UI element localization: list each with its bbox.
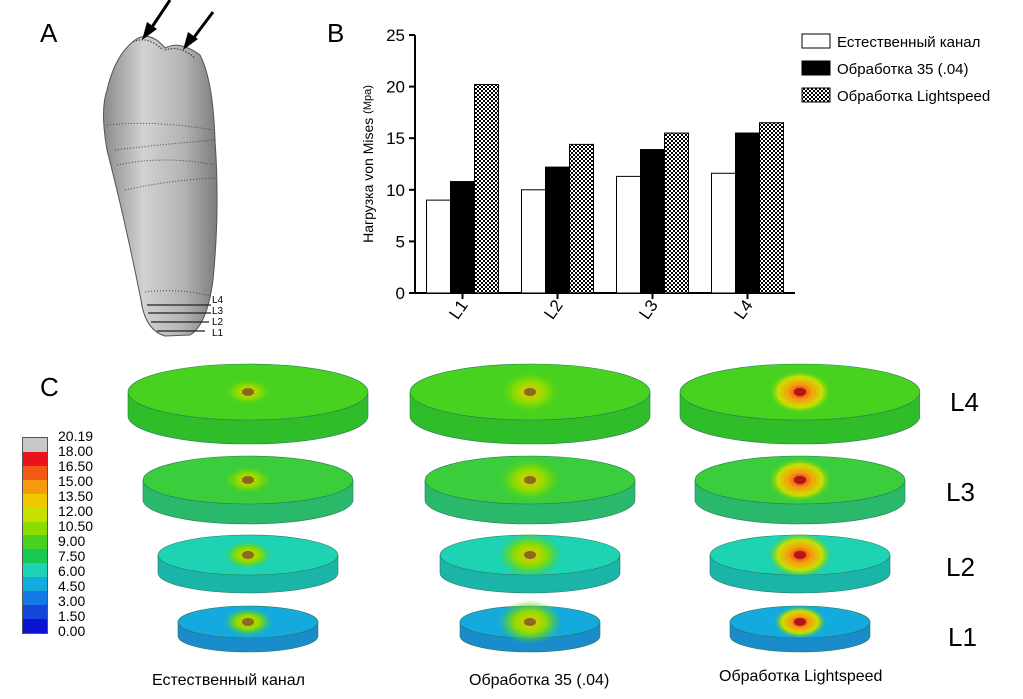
colorbar-label: 16.50 <box>58 458 94 474</box>
tooth-level-l4: L4 <box>212 295 224 306</box>
colorbar-swatch <box>23 493 47 508</box>
y-tick-label: 25 <box>386 26 405 45</box>
slice-1-2 <box>409 363 651 445</box>
level-label-l3: L3 <box>946 477 975 507</box>
arrow-2-shaft <box>190 11 215 41</box>
colorbar-swatch <box>23 479 47 494</box>
x-tick-label: L4 <box>730 296 756 322</box>
colorbar-label: 20.19 <box>58 428 94 444</box>
slice-3-3 <box>709 533 891 594</box>
bar-1-l2 <box>521 189 546 294</box>
bar-3-l4 <box>759 122 784 294</box>
slice-1-1 <box>127 363 369 445</box>
stress-slices <box>127 363 920 653</box>
bar-1-l4 <box>711 172 736 294</box>
arrow-1-shaft <box>148 0 172 31</box>
level-label-l2: L2 <box>946 552 975 582</box>
slice-2-3 <box>694 455 906 525</box>
tooth-model <box>103 0 218 337</box>
x-tick-label: L3 <box>635 296 661 322</box>
x-tick-label: L1 <box>445 296 471 322</box>
slice-1-3 <box>679 363 920 445</box>
y-tick-label: 15 <box>386 129 405 148</box>
legend-label-3: Обработка Lightspeed <box>837 88 990 105</box>
slice-2-1 <box>142 455 354 525</box>
legend-swatch-2 <box>801 60 831 76</box>
colorbar-swatch <box>23 507 47 522</box>
y-tick-label: 5 <box>396 232 405 251</box>
tooth-level-l2: L2 <box>212 317 224 328</box>
colorbar-label: 12.00 <box>58 503 94 519</box>
y-tick-label: 20 <box>386 78 405 97</box>
bar-2-l1 <box>450 181 475 294</box>
bar-1-l3 <box>616 175 641 294</box>
panel-letter-b: B <box>327 18 345 48</box>
colorbar-label: 6.00 <box>58 563 86 579</box>
tooth-body <box>103 35 218 337</box>
slice-4-1 <box>177 605 319 653</box>
colorbar-label: 7.50 <box>58 548 86 564</box>
bar-3-l1 <box>474 84 499 294</box>
colorbar-label: 10.50 <box>58 518 94 534</box>
column-label-lightspeed: Обработка Lightspeed <box>719 668 883 685</box>
colorbar-swatch <box>23 577 47 592</box>
tooth-level-l3: L3 <box>212 306 224 317</box>
bar-chart: 0 5 10 15 20 25 Нагрузка von Mises (Mpa) L1 L2 L3… <box>360 26 990 323</box>
colorbar-label: 1.50 <box>58 608 86 624</box>
tooth-level-l1: L1 <box>212 328 224 339</box>
colorbar-label: 9.00 <box>58 533 86 549</box>
colorbar-label: 3.00 <box>58 593 86 609</box>
colorbar-label: 18.00 <box>58 443 94 459</box>
slice-2-2 <box>424 455 636 525</box>
level-label-l1: L1 <box>948 622 977 652</box>
bar-2-l3 <box>640 149 665 294</box>
colorbar-swatch <box>23 438 47 452</box>
colorbar-label: 0.00 <box>58 623 86 639</box>
colorbar-swatch <box>23 618 47 633</box>
slice-4-3 <box>729 605 871 653</box>
arrow-2-head <box>183 32 198 50</box>
bar-2-l2 <box>545 166 570 294</box>
panel-letter-c: C <box>40 372 59 402</box>
bar-1-l1 <box>426 199 451 294</box>
colorbar <box>22 437 48 634</box>
colorbar-label: 13.50 <box>58 488 94 504</box>
legend-label-1: Естественный канал <box>837 34 980 51</box>
colorbar-swatch <box>23 535 47 550</box>
y-tick-label: 10 <box>386 181 405 200</box>
colorbar-swatch <box>23 605 47 619</box>
colorbar-swatch <box>23 521 47 536</box>
legend-label-2: Обработка 35 (.04) <box>837 61 969 78</box>
slice-3-1 <box>157 534 339 594</box>
legend-swatch-3 <box>801 87 831 103</box>
colorbar-swatch <box>23 465 47 480</box>
slice-4-2 <box>459 600 601 653</box>
x-tick-label: L2 <box>540 296 566 322</box>
slice-3-2 <box>439 533 621 594</box>
bar-3-l3 <box>664 132 689 294</box>
panel-letter-a: A <box>40 18 58 48</box>
colorbar-swatch <box>23 451 47 466</box>
y-axis-label: Нагрузка von Mises (Mpa) <box>360 85 376 243</box>
level-label-l4: L4 <box>950 387 979 417</box>
y-tick-label: 0 <box>396 284 405 303</box>
arrow-1-head <box>142 22 157 40</box>
bar-2-l4 <box>735 132 760 294</box>
legend-swatch-1 <box>801 33 831 49</box>
colorbar-swatch <box>23 591 47 606</box>
column-label-natural: Естественный канал <box>152 672 305 689</box>
column-label-35: Обработка 35 (.04) <box>469 672 610 689</box>
colorbar-swatch <box>23 549 47 564</box>
colorbar-swatch <box>23 563 47 578</box>
bar-3-l2 <box>569 143 594 294</box>
colorbar-label: 15.00 <box>58 473 94 489</box>
colorbar-label: 4.50 <box>58 578 86 594</box>
